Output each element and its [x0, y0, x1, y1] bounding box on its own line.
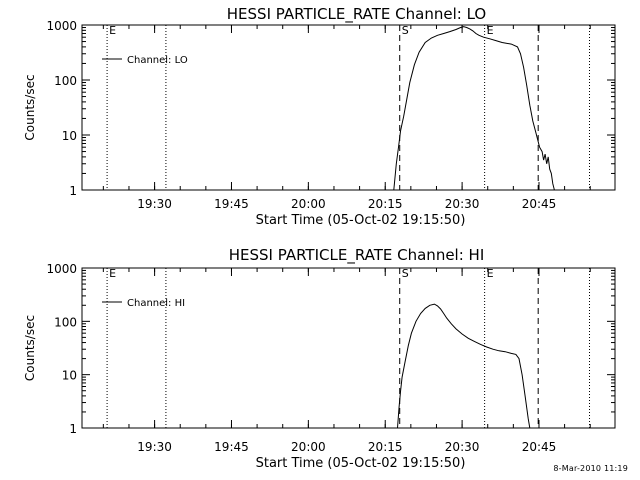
- panel-2-x-tick-label-5: 20:45: [522, 440, 557, 454]
- panel-1-y-tick-label-3: 1000: [46, 19, 77, 33]
- panel-2-x-tick-label-2: 20:00: [291, 440, 326, 454]
- panel-2-chart-title: HESSI PARTICLE_RATE Channel: HI: [229, 246, 485, 265]
- panel-1-x-tick-label-4: 20:30: [445, 197, 480, 211]
- panel-2-y-tick-label-2: 100: [54, 315, 77, 329]
- panel-1-y-tick-label-0: 1: [69, 184, 77, 198]
- panel-1-x-tick-label-3: 20:15: [368, 197, 403, 211]
- panel-2-legend-entry: Channel: HI: [127, 298, 185, 309]
- panel-2-plot-frame: [81, 267, 616, 429]
- panel-2-y-tick-label-1: 10: [62, 369, 77, 383]
- panel-2-marker-label-0: E: [109, 267, 116, 280]
- panel-2-y-tick-label-0: 1: [69, 422, 77, 436]
- panel-1-x-tick-label-5: 20:45: [522, 197, 557, 211]
- panel-1-x-tick-label-2: 20:00: [291, 197, 326, 211]
- panel-1-x-axis-label: Start Time (05-Oct-02 19:15:50): [256, 213, 466, 228]
- panel-2-x-axis-label: Start Time (05-Oct-02 19:15:50): [256, 456, 466, 471]
- panel-2-marker-label-2: S: [402, 267, 409, 280]
- panel-1-marker-label-3: E: [487, 24, 494, 37]
- panel-1-legend-entry: Channel: LO: [127, 55, 188, 66]
- panel-1-x-tick-label-1: 19:45: [214, 197, 249, 211]
- panel-1-series-line-0: [393, 26, 555, 191]
- panel-2-x-tick-label-1: 19:45: [214, 440, 249, 454]
- panel-2-marker-label-3: E: [487, 267, 494, 280]
- panel-2-x-tick-label-3: 20:15: [368, 440, 403, 454]
- panel-2-y-tick-label-3: 1000: [46, 262, 77, 276]
- panel-1-y-tick-label-2: 100: [54, 74, 77, 88]
- panel-2-x-tick-label-0: 19:30: [137, 440, 172, 454]
- panel-1-y-tick-label-1: 10: [62, 129, 77, 143]
- panel-1-marker-label-0: E: [109, 24, 116, 37]
- footer-timestamp: 8-Mar-2010 11:19: [553, 464, 628, 473]
- panel-1-plot-frame: [81, 24, 616, 191]
- panel-2-x-tick-label-4: 20:30: [445, 440, 480, 454]
- panel-1-chart-title: HESSI PARTICLE_RATE Channel: LO: [227, 5, 486, 24]
- panel-2-y-axis-label: Counts/sec: [23, 315, 37, 381]
- panel-1-marker-label-2: S: [402, 24, 409, 37]
- panel-1-x-tick-label-0: 19:30: [137, 197, 172, 211]
- panel-1-y-axis-label: Counts/sec: [23, 74, 37, 140]
- panel-2-series-line-0: [397, 303, 531, 429]
